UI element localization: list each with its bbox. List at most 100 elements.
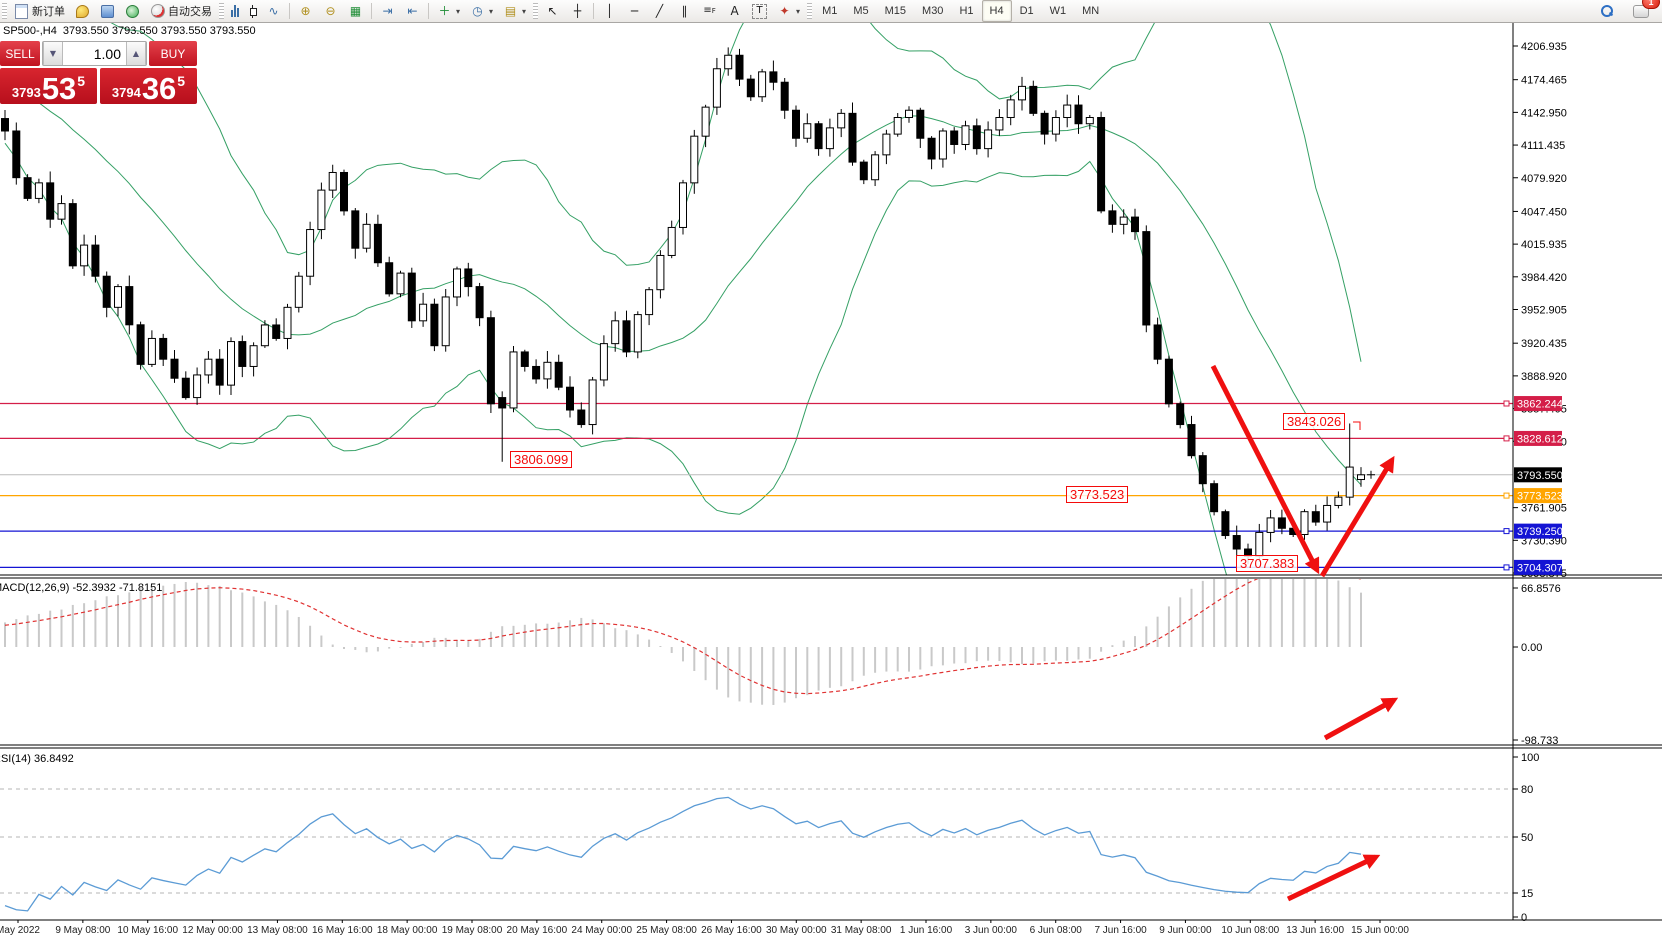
price-tick: 3761.905 [1521,503,1567,515]
axis-badge-3862.244[interactable] [1514,396,1562,412]
line-chart-icon: ∿ [268,4,279,18]
time-axis-label: 18 May 00:00 [377,925,438,935]
toolbar-grip[interactable] [533,3,539,19]
hline-handle[interactable] [1503,400,1510,407]
toolbar-grip[interactable] [219,3,224,19]
current-price-badge[interactable] [1514,467,1562,483]
timeframe-H4[interactable]: H4 [981,0,1012,22]
volume-input[interactable]: 1.00 [93,45,121,62]
macd-axis-tick: 0.00 [1521,642,1542,654]
bar-chart-button[interactable] [226,0,244,22]
fibonacci-icon: ≡ F [703,5,716,16]
signals-button[interactable] [70,0,95,22]
price-annotation-3806.099[interactable]: 3806.099 [510,451,573,468]
trend-arrow-main-1[interactable] [1319,455,1395,578]
trend-arrow-macd-2[interactable] [1323,697,1399,741]
time-axis-label: 15 Jun 00:00 [1351,925,1409,935]
price-tick: 3888.920 [1521,371,1567,383]
channel-button[interactable]: ∥ [672,0,697,22]
indicators-button[interactable]: ＋ ▾ [432,0,465,22]
chart-ohlc-title: SP500-,H4 3793.550 3793.550 3793.550 379… [3,25,256,37]
notifications-button[interactable]: 1 [1628,0,1660,22]
timeframe-MN[interactable]: MN [1082,5,1100,17]
hline-handle[interactable] [1503,528,1510,535]
hosting-icon [100,4,115,19]
time-axis-label: 9 May 08:00 [55,925,110,935]
algo-trading-button[interactable]: 自动交易 [145,0,217,22]
text-button[interactable]: A [722,0,747,22]
price-tick: 3920.435 [1521,338,1567,350]
volume-increase-button[interactable]: ▲ [126,42,146,65]
axis-badge-3704.307-label: 3704.307 [1517,562,1563,574]
buy-button[interactable]: BUY [149,41,197,66]
vertical-line-button[interactable]: │ [597,0,622,22]
price-annotation-3773.523[interactable]: 3773.523 [1066,486,1129,503]
cursor-button[interactable]: ↖ [540,0,565,22]
trend-arrow-rsi-3[interactable] [1286,854,1381,902]
sell-button[interactable]: SELL [0,41,40,66]
horizontal-line-icon: ─ [630,4,639,18]
chart-shift-button[interactable]: ⇤ [400,0,425,22]
hline-handle[interactable] [1503,564,1510,571]
time-axis-label: 13 Jun 16:00 [1286,925,1344,935]
time-axis-label: 6 Jun 08:00 [1030,925,1083,935]
time-axis-label: 25 May 08:00 [636,925,697,935]
tile-windows-button[interactable]: ▦ [343,0,368,22]
annotation-leader [1353,421,1361,430]
zoom-out-button[interactable]: ⊖ [318,0,343,22]
zoom-out-icon: ⊖ [325,4,336,18]
algo-trading-label: 自动交易 [168,6,212,18]
price-tick: 4111.435 [1521,140,1565,152]
fibonacci-button[interactable]: ≡ F [697,0,722,22]
timeframe-D1[interactable]: D1 [1019,5,1034,17]
tile-windows-icon: ▦ [349,4,362,18]
time-axis-label: 31 May 08:00 [831,925,892,935]
hline-handle[interactable] [1503,492,1510,499]
axis-badge-3828.612[interactable] [1514,430,1562,446]
timeframe-H1[interactable]: H1 [959,5,974,17]
bid-price-small: 3793 [11,85,41,100]
crosshair-button[interactable]: ┼ [565,0,590,22]
bid-price-button[interactable]: 3793 53 5 [0,68,97,104]
toolbar-grip[interactable] [2,3,7,19]
price-annotation-3707.383[interactable]: 3707.383 [1236,555,1299,572]
shapes-button[interactable]: ✦ ▾ [772,0,805,22]
timeframe-M30[interactable]: M30 [922,5,944,17]
horizontal-line-button[interactable]: ─ [622,0,647,22]
auto-scroll-button[interactable]: ⇥ [375,0,400,22]
ask-price-button[interactable]: 3794 36 5 [100,68,197,104]
axis-badge-3739.250[interactable] [1514,523,1562,539]
trendline-button[interactable]: ╱ [647,0,672,22]
timeframe-M15[interactable]: M15 [884,5,907,17]
templates-button[interactable]: ▤ ▾ [498,0,531,22]
time-axis-label: 7 Jun 16:00 [1094,925,1147,935]
new-order-button[interactable]: 新订单 [9,0,70,22]
vertical-line-icon: │ [605,4,614,18]
timeframe-group: M1 M5 M15 M30 H1 H4 D1 W1 MN [814,0,1107,22]
zoom-in-button[interactable]: ⊕ [293,0,318,22]
hosting-button[interactable] [95,0,120,22]
market-broadcast-button[interactable] [120,0,145,22]
axis-badge-3773.523[interactable] [1514,488,1562,504]
time-axis-label: 3 Jun 00:00 [965,925,1018,935]
timeframe-W1[interactable]: W1 [1049,5,1067,17]
time-axis-label: 26 May 16:00 [701,925,762,935]
timeframe-M1[interactable]: M1 [822,5,838,17]
volume-decrease-button[interactable]: ▼ [43,42,63,65]
text-label-button[interactable]: T [747,0,772,22]
candlestick-chart-button[interactable] [244,0,261,22]
line-chart-button[interactable]: ∿ [261,0,286,22]
new-order-label: 新订单 [32,6,65,18]
hline-handle[interactable] [1503,435,1510,442]
price-annotation-3843.026[interactable]: 3843.026 [1283,413,1346,430]
timeframe-M5[interactable]: M5 [853,5,869,17]
search-button[interactable] [1596,0,1618,22]
trend-arrow-main-0[interactable] [1210,364,1320,575]
toolbar-grip[interactable] [807,3,813,19]
chart-canvas[interactable]: 4206.935 4174.465 4142.950 4111.435 4079.920… [0,22,1662,935]
periods-button[interactable]: ◷ ▾ [465,0,498,22]
axis-badge-3704.307[interactable] [1514,559,1562,575]
axis-badge-3739.250-label: 3739.250 [1517,526,1563,538]
price-tick: 4079.920 [1521,173,1567,185]
